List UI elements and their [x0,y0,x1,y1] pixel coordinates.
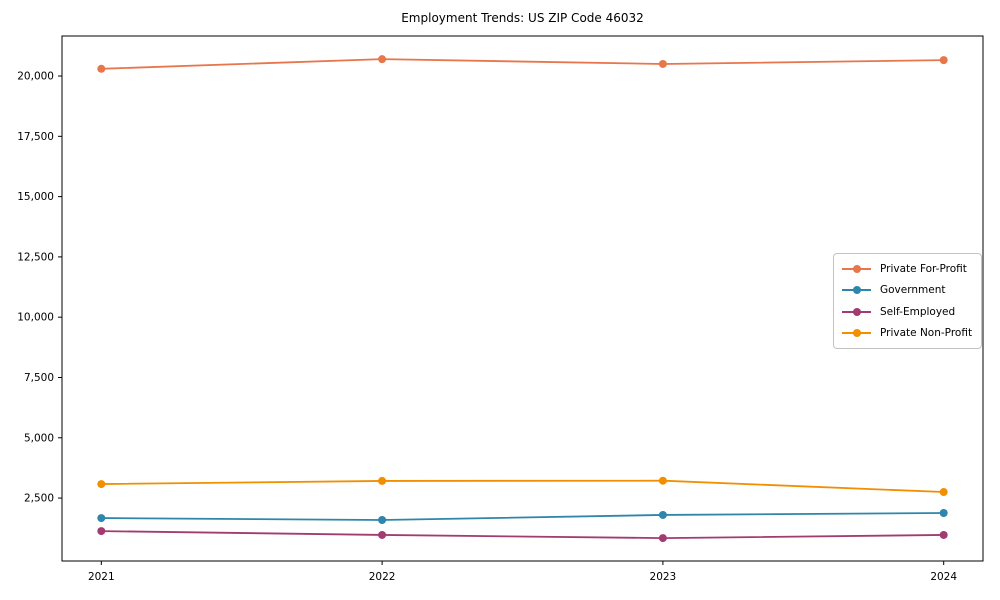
legend-label: Government [880,284,946,297]
series-point-private-for-profit [658,59,667,68]
series-point-private-for-profit [939,56,948,65]
line-marker-icon [842,328,871,338]
series-point-government [378,516,387,525]
series-point-private-for-profit [97,64,106,73]
series-line-private-non-profit [101,479,944,493]
plot-frame [61,35,984,562]
series-line-self-employed [101,530,944,539]
series-point-private-non-profit [378,476,387,485]
series-line-private-for-profit [101,58,944,70]
series-point-government [658,510,667,519]
x-tick-label: 2021 [88,571,115,583]
series-point-government [939,509,948,518]
legend-entry-self-employed: Self-Employed [842,301,973,323]
legend-entry-government: Government [842,280,973,302]
series-point-private-non-profit [97,480,106,489]
y-tick-label: 2,500 [24,493,54,505]
legend-label: Private Non-Profit [880,327,973,340]
x-tick-label: 2022 [369,571,396,583]
series-point-self-employed [939,530,948,539]
series-point-private-non-profit [939,488,948,497]
y-tick-label: 10,000 [17,312,54,324]
series-point-self-employed [97,527,106,536]
legend-label: Private For-Profit [880,262,967,275]
y-tick-label: 17,500 [17,131,54,143]
y-tick-label: 12,500 [17,251,54,263]
y-tick-label: 20,000 [17,71,54,83]
x-tick-label: 2024 [930,571,957,583]
y-tick-label: 5,000 [24,432,54,444]
series-point-self-employed [378,530,387,539]
line-marker-icon [842,285,871,295]
series-point-private-for-profit [378,55,387,64]
series-point-government [97,514,106,523]
chart-title: Employment Trends: US ZIP Code 46032 [401,11,644,25]
y-tick-label: 7,500 [24,372,54,384]
legend-entry-private-for-profit: Private For-Profit [842,258,973,280]
series-point-private-non-profit [658,476,667,485]
legend: Private For-Profit Government Self-Emplo… [833,253,982,349]
line-marker-icon [842,264,871,274]
legend-entry-private-non-profit: Private Non-Profit [842,323,973,345]
x-tick-label: 2023 [650,571,677,583]
legend-label: Self-Employed [880,305,956,318]
series-point-self-employed [658,534,667,543]
series-line-government [101,512,944,521]
line-marker-icon [842,307,871,317]
y-tick-label: 15,000 [17,191,54,203]
